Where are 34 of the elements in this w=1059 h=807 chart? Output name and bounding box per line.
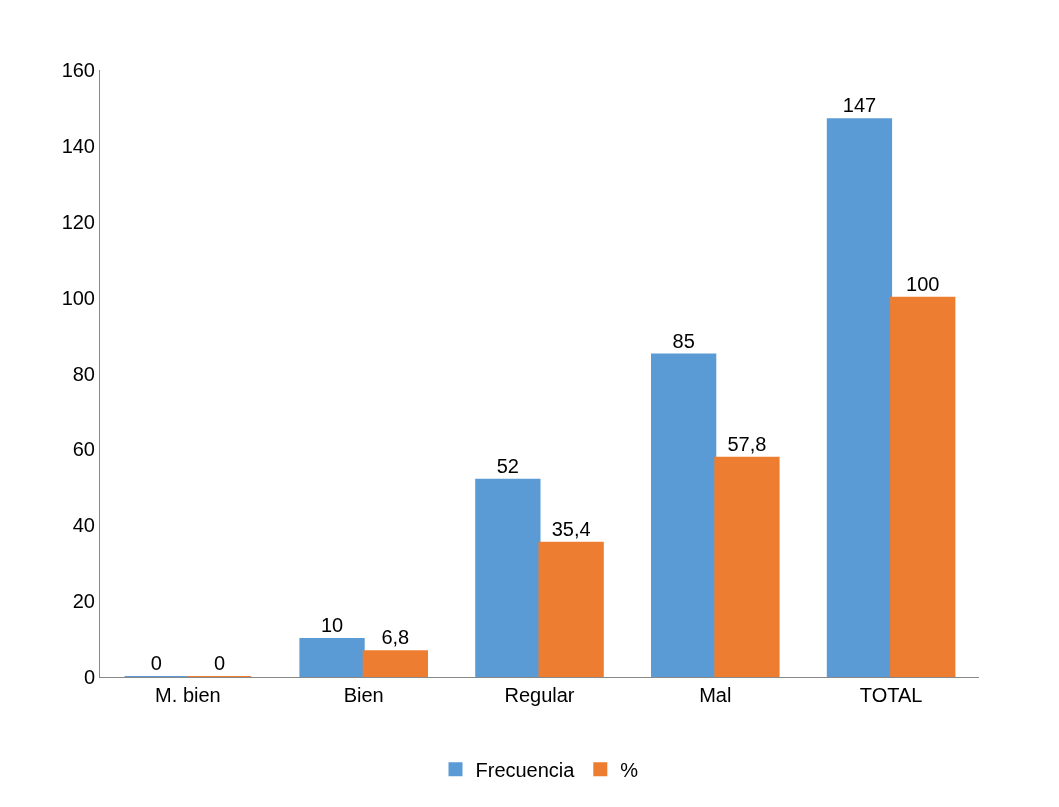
y-tick-label: 60: [72, 438, 95, 461]
y-tick-label: 120: [61, 210, 95, 233]
y-tick-label: 40: [72, 514, 95, 537]
data-label: 85: [672, 329, 695, 352]
x-tick-label: Regular: [504, 684, 575, 706]
y-tick-label: 160: [61, 59, 95, 81]
data-label: 6,8: [381, 626, 410, 649]
x-tick-label: Mal: [699, 684, 732, 706]
bar: [362, 650, 428, 677]
data-label: 35,4: [551, 517, 591, 540]
bar: [826, 118, 893, 677]
y-tick-label: 20: [72, 590, 95, 613]
legend-label: Frecuencia: [475, 759, 576, 782]
bar: [714, 456, 780, 677]
data-label: 57,8: [727, 432, 767, 455]
y-tick-label: 100: [61, 286, 95, 309]
x-tick-label: M. bien: [155, 684, 221, 706]
bar: [538, 541, 604, 677]
data-label: 10: [320, 614, 344, 637]
data-label: 0: [150, 652, 162, 674]
x-tick-label: TOTAL: [859, 684, 923, 706]
bar: [475, 478, 541, 677]
y-tick-label: 140: [61, 134, 95, 157]
bar: [651, 353, 717, 677]
y-tick-label: 80: [72, 362, 95, 385]
bar: [890, 296, 956, 677]
data-label: 100: [906, 272, 940, 295]
data-label: 147: [842, 94, 877, 117]
data-label: 0: [213, 652, 226, 674]
bar: [299, 638, 365, 677]
data-label: 52: [496, 454, 519, 477]
y-tick-label: 0: [83, 666, 95, 688]
legend-label: %: [620, 759, 639, 782]
x-tick-label: Bien: [343, 684, 384, 706]
